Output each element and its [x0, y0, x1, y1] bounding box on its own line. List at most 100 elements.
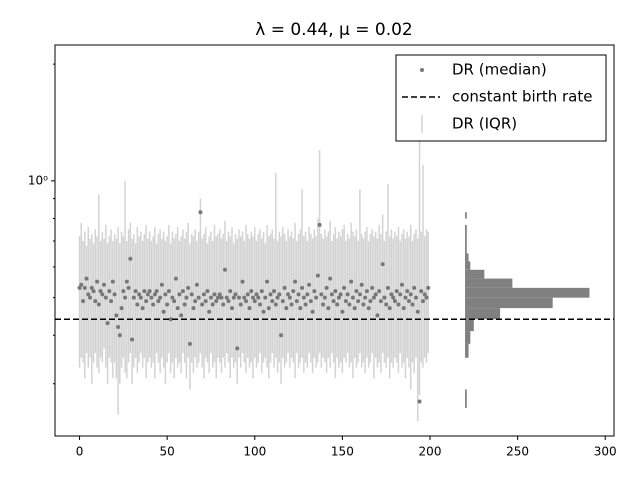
median-point [161, 309, 166, 314]
median-point [426, 285, 431, 290]
median-point [247, 306, 252, 311]
median-point [210, 302, 215, 307]
median-point [165, 302, 170, 307]
median-point [371, 295, 376, 300]
median-point [252, 299, 257, 304]
median-point [214, 299, 219, 304]
median-point [147, 289, 152, 294]
median-point [340, 309, 345, 314]
median-point [149, 295, 154, 300]
median-point [110, 279, 115, 284]
median-point [359, 282, 364, 287]
histogram-bar [465, 319, 474, 332]
histogram-bar [465, 261, 471, 270]
median-point [314, 295, 319, 300]
median-point [159, 282, 164, 287]
median-point [170, 295, 175, 300]
median-point [191, 306, 196, 311]
median-point [303, 302, 308, 307]
median-point [226, 299, 231, 304]
median-point [179, 313, 184, 318]
median-point [103, 295, 108, 300]
median-point [343, 299, 348, 304]
median-point [333, 289, 338, 294]
median-point [251, 295, 256, 300]
median-point [219, 295, 224, 300]
histogram-bar [465, 245, 467, 254]
median-point [151, 302, 156, 307]
median-point [319, 292, 324, 297]
median-point [286, 292, 291, 297]
median-point [389, 292, 394, 297]
median-point [86, 292, 91, 297]
median-point [163, 292, 168, 297]
median-point [392, 299, 397, 304]
x-tick-label: 100 [243, 445, 266, 459]
median-point [277, 292, 282, 297]
median-point [231, 295, 236, 300]
legend-box [395, 54, 607, 142]
median-point [401, 306, 406, 311]
median-point [305, 292, 310, 297]
median-point [406, 299, 411, 304]
median-point [366, 306, 371, 311]
median-point [293, 279, 298, 284]
median-point [172, 299, 177, 304]
median-point [212, 292, 217, 297]
median-point [396, 302, 401, 307]
median-point [417, 399, 422, 404]
median-point [88, 295, 93, 300]
median-point [419, 289, 424, 294]
median-point [380, 262, 385, 267]
median-point [328, 276, 333, 281]
median-point [291, 289, 296, 294]
median-point [259, 289, 264, 294]
median-point [156, 299, 161, 304]
median-point [93, 299, 98, 304]
median-point [89, 285, 94, 290]
median-point [138, 295, 143, 300]
median-point [405, 289, 410, 294]
x-tick-label: 0 [76, 445, 84, 459]
legend-iqr-label: DR (IQR) [452, 115, 517, 133]
median-point [203, 299, 208, 304]
median-point [329, 292, 334, 297]
median-point [336, 295, 341, 300]
median-point [91, 289, 96, 294]
median-point [357, 292, 362, 297]
median-point [363, 295, 368, 300]
legend-hline-label: constant birth rate [452, 88, 592, 106]
median-point [275, 295, 280, 300]
median-point [117, 333, 122, 338]
median-point [152, 292, 157, 297]
median-point [196, 295, 201, 300]
median-point [145, 292, 150, 297]
median-point [158, 295, 163, 300]
median-point [315, 273, 320, 278]
legend-median-label: DR (median) [452, 61, 547, 79]
median-point [128, 256, 133, 261]
median-point [182, 302, 187, 307]
median-point [154, 289, 159, 294]
median-point [77, 285, 82, 290]
median-point [375, 313, 380, 318]
median-point [301, 295, 306, 300]
median-point [352, 306, 357, 311]
median-point [326, 306, 331, 311]
y-tick-label: 10⁰ [28, 173, 48, 187]
median-point [175, 306, 180, 311]
histogram-bar [465, 238, 467, 246]
median-point [116, 325, 121, 330]
x-tick-label: 50 [160, 445, 175, 459]
median-point [263, 295, 268, 300]
median-point [249, 289, 254, 294]
median-point [221, 302, 226, 307]
median-point [261, 309, 266, 314]
median-point [105, 321, 110, 326]
median-point [126, 285, 131, 290]
x-tick-label: 250 [506, 445, 529, 459]
median-point [229, 306, 234, 311]
median-point [79, 282, 84, 287]
median-point [130, 337, 135, 342]
